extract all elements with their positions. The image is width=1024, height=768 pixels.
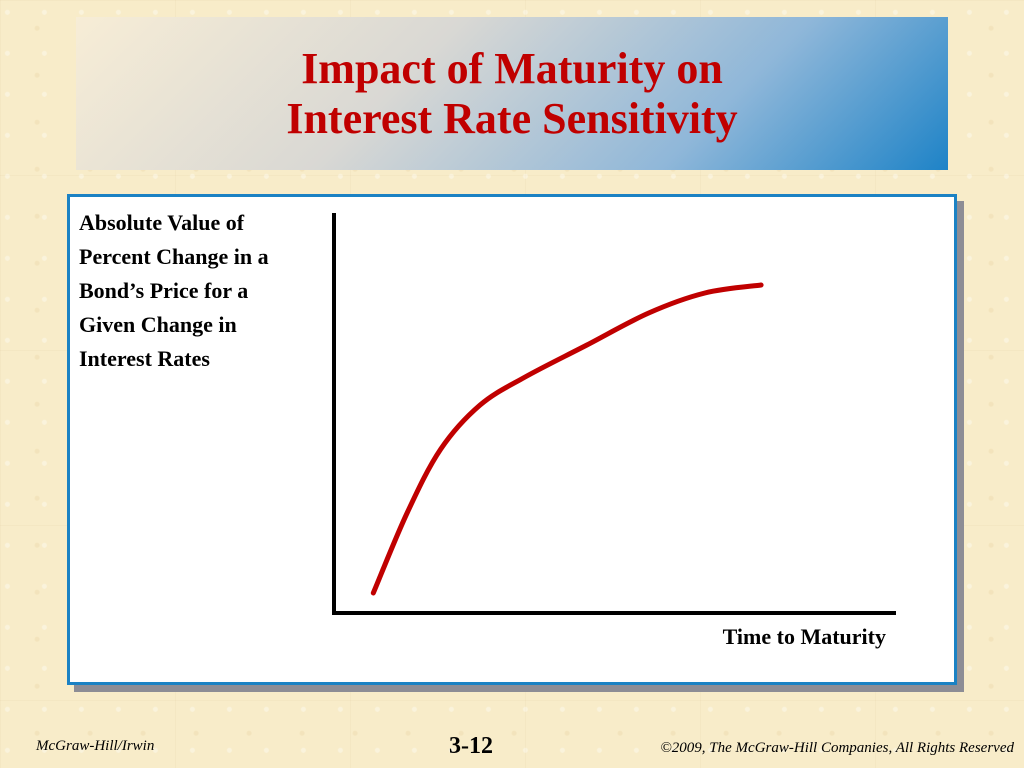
slide-number: 3-12	[449, 733, 493, 759]
slide-title-line-1: Impact of Maturity on	[301, 43, 723, 93]
x-axis-label: Time to Maturity	[722, 624, 886, 649]
title-banner: Impact of Maturity on Interest Rate Sens…	[76, 17, 948, 170]
footer-copyright: ©2009, The McGraw-Hill Companies, All Ri…	[660, 740, 1014, 756]
footer-publisher: McGraw-Hill/Irwin	[36, 738, 155, 754]
y-axis-label: Absolute Value of Percent Change in a Bo…	[79, 210, 269, 371]
slide-title-line-2: Interest Rate Sensitivity	[286, 93, 738, 143]
